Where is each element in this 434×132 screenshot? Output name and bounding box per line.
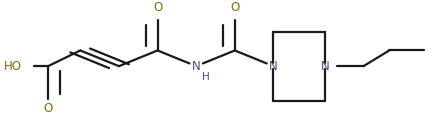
Text: N: N xyxy=(268,60,277,73)
Text: H: H xyxy=(201,72,209,82)
Text: N: N xyxy=(191,60,200,73)
Text: O: O xyxy=(230,1,239,14)
Text: O: O xyxy=(43,102,53,115)
Text: HO: HO xyxy=(4,60,22,73)
Text: O: O xyxy=(153,1,162,14)
Text: N: N xyxy=(320,60,329,73)
